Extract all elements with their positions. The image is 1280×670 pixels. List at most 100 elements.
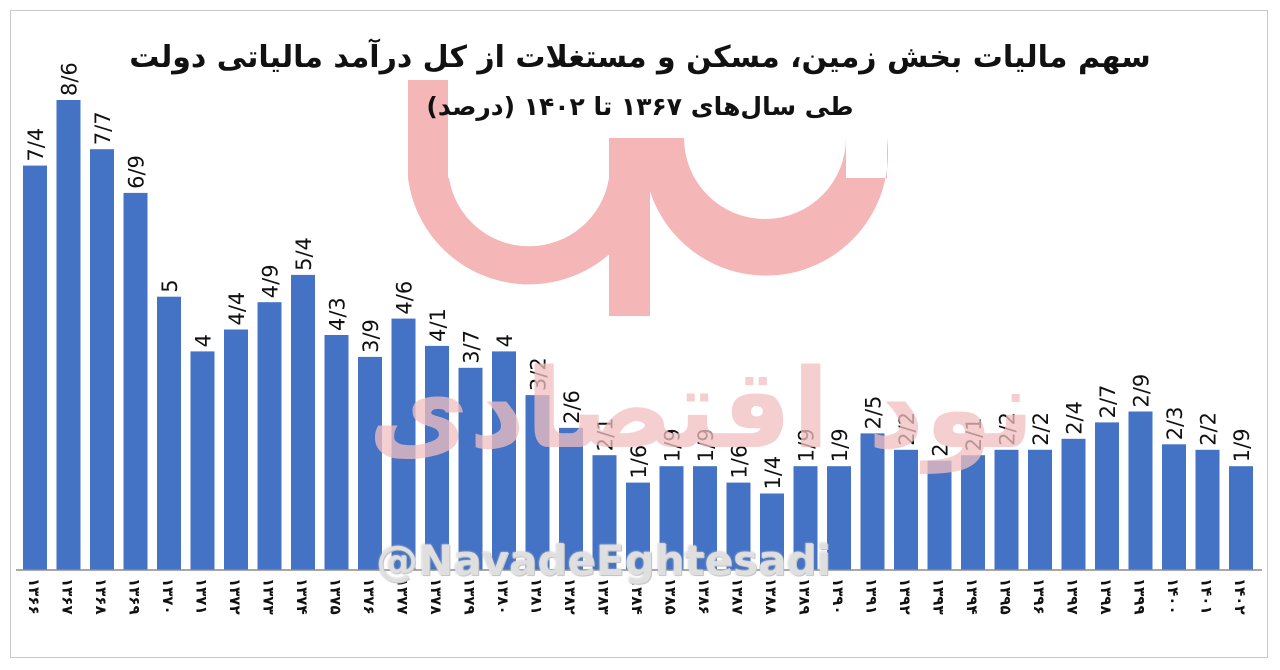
x-tick-label: ۱۳۷۹: [461, 578, 479, 615]
data-label: 1/9: [795, 428, 819, 462]
chart-title: سهم مالیات بخش زمین، مسکن و مستغلات از ک…: [129, 40, 1151, 75]
x-tick-label: ۱۳۸۱: [528, 578, 546, 615]
bar: [1095, 422, 1119, 570]
bar: [994, 449, 1019, 570]
x-tick-label: ۱۳۷۶: [360, 578, 378, 615]
chart-frame: [10, 10, 1268, 658]
bar: [726, 482, 751, 570]
bar: [291, 274, 315, 570]
data-label: 4/3: [326, 297, 350, 331]
bar: [827, 466, 851, 570]
x-tick-label: ۱۳۹۹: [1131, 578, 1149, 615]
x-tick-label: ۱۴۰۰: [1164, 578, 1182, 615]
data-label: 4/4: [225, 292, 249, 326]
bar: [1028, 449, 1052, 570]
x-tick-label: ۱۴۰۱: [1198, 578, 1216, 615]
bar: [592, 455, 617, 570]
data-label: 1/4: [761, 456, 785, 490]
x-tick-label: ۱۳۹۱: [863, 578, 881, 615]
data-label: 1/9: [828, 428, 852, 462]
bar: [391, 318, 416, 570]
watermark-logo: [408, 80, 888, 316]
bar: [458, 367, 483, 570]
data-label: 4/9: [259, 264, 283, 298]
x-tick-label: ۱۳۸۸: [762, 578, 780, 615]
data-label: 8/6: [58, 62, 82, 96]
x-tick-label: ۱۴۰۲: [1231, 578, 1249, 615]
data-label: 1/9: [661, 428, 685, 462]
data-label: 3/2: [527, 357, 551, 391]
data-label: 4/6: [393, 281, 417, 315]
x-tick-label: ۱۳۸۷: [729, 578, 747, 615]
data-label: 1/9: [1230, 428, 1254, 462]
data-label: 7/4: [24, 128, 48, 162]
bar: [56, 100, 81, 570]
data-label: 1/9: [694, 428, 718, 462]
x-tick-label: ۱۳۹۶: [1030, 578, 1048, 615]
x-tick-label: ۱۳۹۷: [1064, 578, 1082, 615]
x-tick-label: ۱۳۸۹: [796, 578, 814, 615]
bar: [23, 165, 47, 570]
bar: [492, 351, 516, 570]
bar: [961, 455, 985, 570]
x-tick-label: ۱۳۶۹: [126, 578, 144, 615]
x-tick-label: ۱۳۸۶: [695, 578, 713, 615]
x-tick-label: ۱۳۷۸: [427, 578, 445, 615]
bar: [90, 149, 114, 570]
bar: [793, 466, 818, 570]
data-label: 1/6: [627, 445, 651, 479]
bar: [224, 329, 248, 570]
bar: [123, 192, 148, 570]
bar: [324, 335, 349, 570]
data-label: 2/2: [895, 412, 919, 446]
x-tick-label: ۱۳۷۵: [327, 578, 345, 615]
x-tick-label: ۱۳۹۸: [1097, 578, 1115, 615]
bar: [927, 460, 952, 570]
x-tick-label: ۱۳۸۵: [662, 578, 680, 615]
x-tick-label: ۱۳۸۲: [561, 578, 579, 615]
x-tick-label: ۱۳۷۳: [260, 578, 278, 615]
data-label: 2/4: [1063, 401, 1087, 435]
x-tick-label: ۱۳۹۵: [997, 578, 1015, 615]
bar: [693, 466, 717, 570]
bar: [894, 449, 918, 570]
data-label: 7/7: [91, 111, 115, 145]
data-label: 2/1: [594, 417, 618, 451]
data-label: 4/1: [426, 308, 450, 342]
x-tick-label: ۱۳۷۲: [226, 578, 244, 615]
data-label: 2: [929, 443, 953, 456]
data-label: 2/3: [1163, 407, 1187, 441]
bar: [358, 356, 382, 570]
data-label: 4: [192, 334, 216, 347]
x-tick-label: ۱۳۶۷: [59, 578, 77, 615]
data-label: 2/9: [1130, 374, 1154, 408]
data-label: 2/1: [962, 417, 986, 451]
x-tick-label: ۱۳۹۲: [896, 578, 914, 615]
bar: [559, 427, 583, 570]
x-tick-label: ۱۳۷۱: [193, 578, 211, 615]
data-label: 2/2: [1197, 412, 1221, 446]
data-label: 2/2: [1029, 412, 1053, 446]
data-label: 2/5: [862, 396, 886, 430]
bar: [659, 466, 684, 570]
data-label: 3/7: [460, 330, 484, 364]
bar: [1195, 449, 1220, 570]
x-tick-label: ۱۳۷۰: [159, 578, 177, 615]
bar: [1162, 444, 1186, 570]
watermark-text: نود اقتصادی: [368, 345, 1035, 473]
bar: [760, 493, 784, 570]
data-label: 4: [493, 334, 517, 347]
bar: [425, 345, 449, 570]
x-tick-label: ۱۳۹۰: [829, 578, 847, 615]
x-tick-label: ۱۳۹۴: [963, 578, 981, 615]
data-label: 5/4: [292, 237, 316, 271]
data-label: 2/6: [560, 390, 584, 424]
data-label: 5: [158, 279, 182, 292]
x-tick-label: ۱۳۸۴: [628, 578, 646, 615]
x-tick-label: ۱۳۹۳: [930, 578, 948, 615]
bar: [190, 351, 215, 570]
x-tick-label: ۱۳۸۰: [494, 578, 512, 615]
x-tick-label: ۱۳۶۶: [25, 578, 43, 615]
bar: [525, 395, 550, 570]
